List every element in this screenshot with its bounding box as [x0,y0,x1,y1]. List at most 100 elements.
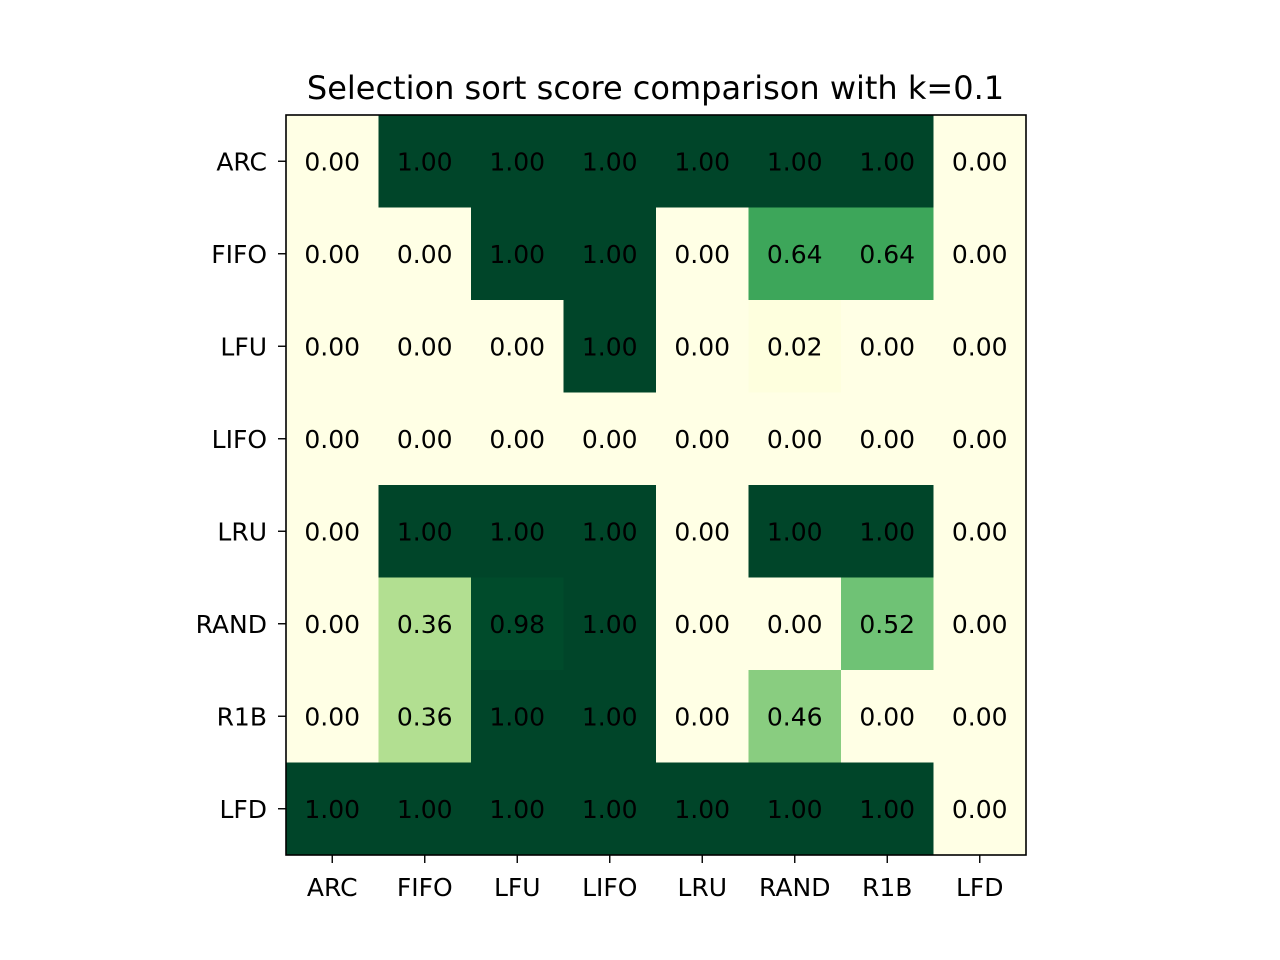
x-tick-label: LFU [494,873,541,902]
cell-value-label: 0.00 [397,240,453,269]
y-tick-label: ARC [216,147,267,176]
cell-value-label: 1.00 [397,517,453,546]
cell-value-label: 0.00 [674,610,730,639]
cell-value-label: 1.00 [582,147,638,176]
heatmap-cell [286,392,379,486]
heatmap-cell [286,670,379,763]
heatmap-cell [656,300,749,393]
cell-value-label: 0.00 [674,425,730,454]
heatmap-cell [841,762,934,856]
y-tick-label: FIFO [211,240,267,269]
heatmap-cell [841,115,934,208]
cell-value-label: 0.00 [952,147,1008,176]
heatmap-cell [841,485,934,578]
heatmap-cell [378,670,472,763]
heatmap-cell-labels: 0.00 1.00 1.00 1.00 1.00 1.00 1.00 0.00 0.00 0.00… [304,147,1007,824]
cell-value-label: 0.00 [952,610,1008,639]
cell-value-label: 0.00 [674,332,730,361]
heatmap-cell [933,300,1027,393]
heatmap-cell [471,762,564,856]
heatmap-cell [748,392,842,486]
y-axis: ARC FIFO LFU LIFO LRU RAND R1B LFD [196,147,286,824]
heatmap-cell [563,392,657,486]
cell-value-label: 0.00 [304,702,360,731]
heatmap-cell [748,670,842,763]
cell-value-label: 0.98 [489,610,545,639]
heatmap-cell [933,670,1027,763]
cell-value-label: 0.00 [304,332,360,361]
heatmap-cell [656,762,749,856]
heatmap-cell [378,485,472,578]
heatmap-cell [841,577,934,671]
heatmap-cell [748,115,842,208]
cell-value-label: 0.00 [859,425,915,454]
heatmap-cell [841,207,934,301]
cell-value-label: 0.00 [674,240,730,269]
cell-value-label: 0.00 [952,517,1008,546]
cell-value-label: 1.00 [582,702,638,731]
cell-value-label: 1.00 [767,147,823,176]
cell-value-label: 0.00 [489,332,545,361]
cell-value-label: 1.00 [397,795,453,824]
cell-value-label: 0.46 [767,702,823,731]
heatmap-cell [286,485,379,578]
heatmap-cell [933,207,1027,301]
heatmap-cell [748,207,842,301]
cell-value-label: 0.52 [859,610,915,639]
cell-value-label: 0.36 [397,702,453,731]
cell-value-label: 1.00 [582,240,638,269]
cell-value-label: 1.00 [397,147,453,176]
heatmap-cell [286,577,379,671]
x-tick-label: RAND [759,873,830,902]
heatmap-cell [748,300,842,393]
cell-value-label: 0.00 [304,147,360,176]
cell-value-label: 1.00 [489,147,545,176]
heatmap-cell [471,115,564,208]
heatmap-cell [563,207,657,301]
heatmap-cell [841,670,934,763]
heatmap-cell [656,392,749,486]
cell-value-label: 0.00 [397,425,453,454]
y-tick-label: RAND [196,610,267,639]
cell-value-label: 0.00 [674,702,730,731]
cell-value-label: 0.02 [767,332,823,361]
heatmap-cell [563,485,657,578]
heatmap-cell [378,115,472,208]
cell-value-label: 0.00 [952,702,1008,731]
cell-value-label: 0.00 [582,425,638,454]
heatmap-cells [286,115,1027,856]
cell-value-label: 0.00 [767,610,823,639]
cell-value-label: 1.00 [582,610,638,639]
y-tick-label: LFU [220,332,267,361]
heatmap-cell [286,115,379,208]
cell-value-label: 0.00 [304,240,360,269]
cell-value-label: 0.00 [304,425,360,454]
cell-value-label: 1.00 [674,795,730,824]
cell-value-label: 0.00 [859,702,915,731]
cell-value-label: 0.00 [952,240,1008,269]
heatmap-cell [933,392,1027,486]
heatmap-cell [471,392,564,486]
heatmap-cell [378,577,472,671]
x-axis: ARC FIFO LFU LIFO LRU RAND R1B LFD [307,855,1004,902]
cell-value-label: 1.00 [859,517,915,546]
heatmap-cell [563,670,657,763]
heatmap-cell [286,207,379,301]
cell-value-label: 1.00 [582,332,638,361]
cell-value-label: 0.64 [767,240,823,269]
x-tick-label: LIFO [582,873,637,902]
heatmap-cell [378,207,472,301]
chart-title: Selection sort score comparison with k=0… [307,69,1004,107]
heatmap-cell [471,577,564,671]
y-tick-label: LFD [219,795,267,824]
heatmap-cell [563,577,657,671]
cell-value-label: 1.00 [767,795,823,824]
heatmap-cell [656,670,749,763]
cell-value-label: 1.00 [859,795,915,824]
x-tick-label: FIFO [397,873,453,902]
heatmap-cell [563,115,657,208]
heatmap-cell [748,577,842,671]
heatmap-cell [471,207,564,301]
cell-value-label: 0.00 [767,425,823,454]
